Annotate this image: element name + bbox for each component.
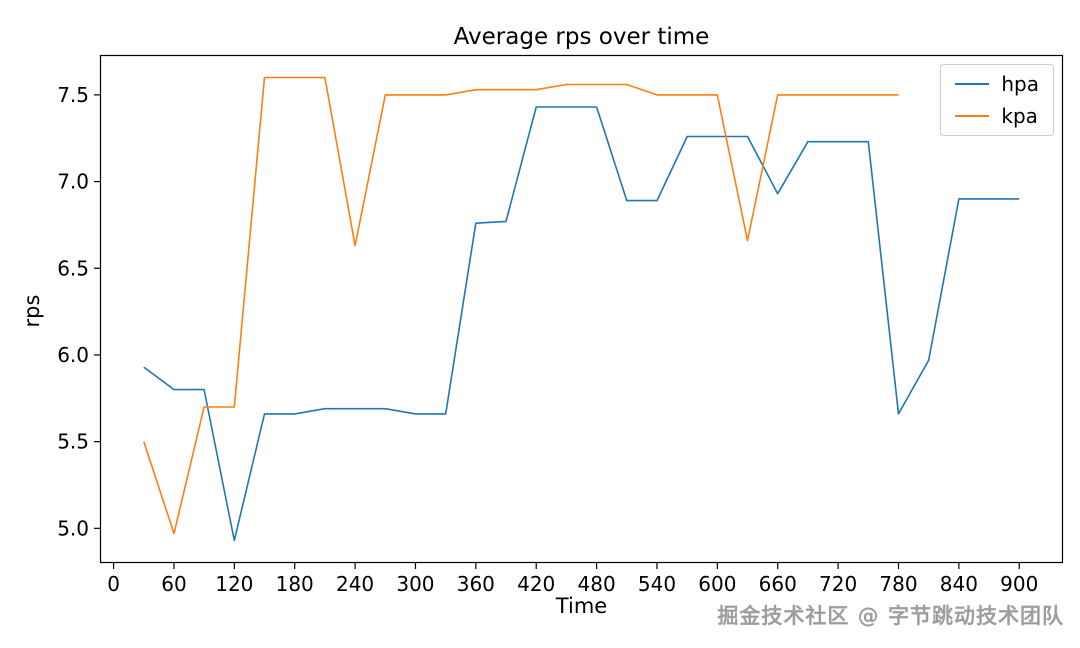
x-tick-label: 60	[161, 572, 186, 596]
legend-item-kpa: kpa	[955, 106, 1039, 126]
series-line-kpa	[143, 76, 899, 535]
legend: hpa kpa	[940, 64, 1054, 136]
legend-item-hpa: hpa	[955, 74, 1039, 94]
x-tick-label: 660	[759, 572, 797, 596]
x-tick-label: 540	[638, 572, 676, 596]
y-tick-label: 6.0	[57, 343, 89, 367]
x-tick-label: 600	[698, 572, 736, 596]
x-tick-label: 840	[940, 572, 978, 596]
chart-title: Average rps over time	[453, 24, 710, 50]
x-tick-label: 300	[396, 572, 434, 596]
y-tick-label: 7.0	[57, 170, 89, 194]
x-tick-label: 120	[215, 572, 253, 596]
x-tick-label: 720	[819, 572, 857, 596]
watermark: 掘金技术社区 @ 字节跳动技术团队	[717, 604, 1064, 628]
x-tick-label: 180	[276, 572, 314, 596]
x-axis-label: Time	[555, 594, 608, 618]
x-tick-label: 480	[578, 572, 616, 596]
legend-label-kpa: kpa	[1001, 104, 1038, 128]
x-tick-label: 780	[879, 572, 917, 596]
x-tick-label: 900	[1000, 572, 1038, 596]
y-tick-label: 5.0	[57, 516, 89, 540]
x-tick-label: 360	[457, 572, 495, 596]
x-tick-label: 420	[517, 572, 555, 596]
y-axis-label: rps	[20, 294, 44, 328]
legend-line-swatch-hpa	[955, 83, 990, 85]
legend-label-hpa: hpa	[1001, 72, 1039, 96]
x-tick-label: 240	[336, 572, 374, 596]
axes-border	[99, 54, 1064, 564]
y-tick-label: 6.5	[57, 256, 89, 280]
x-tick-label: 0	[107, 572, 120, 596]
series-line-hpa	[143, 106, 1020, 542]
plot-area: 0 60 120 180 240 300 360 420 480 540 600 660 720 780 8…	[57, 54, 1064, 596]
y-tick-label: 5.5	[57, 430, 89, 454]
y-tick-label: 7.5	[57, 83, 89, 107]
legend-line-swatch-kpa	[955, 115, 990, 117]
